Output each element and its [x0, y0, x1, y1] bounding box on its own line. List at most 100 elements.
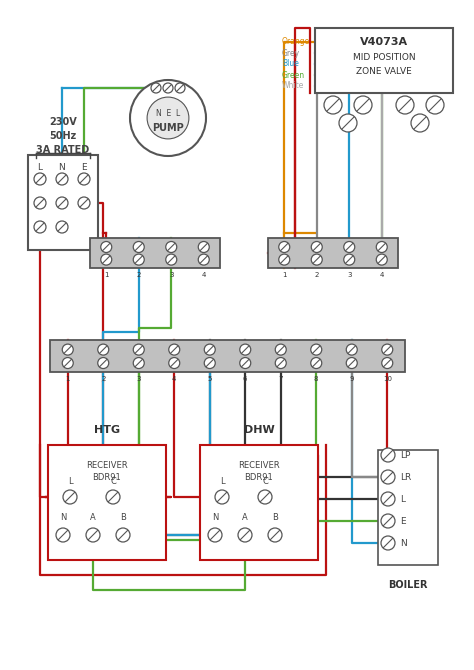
Text: Green: Green [282, 70, 305, 80]
Circle shape [324, 96, 342, 114]
Text: L: L [37, 163, 43, 172]
Text: 50Hz: 50Hz [49, 131, 77, 141]
Circle shape [78, 173, 90, 185]
Circle shape [56, 528, 70, 542]
Circle shape [101, 254, 112, 265]
Circle shape [198, 241, 209, 253]
Text: 9: 9 [349, 376, 354, 382]
Circle shape [346, 344, 357, 355]
Circle shape [133, 254, 144, 265]
Text: LR: LR [400, 472, 411, 482]
Text: E: E [400, 517, 406, 525]
Text: A: A [90, 513, 96, 522]
Circle shape [376, 241, 387, 253]
Text: Grey: Grey [282, 48, 300, 58]
Text: 3: 3 [347, 272, 352, 278]
Text: N: N [60, 513, 66, 522]
Text: DHW: DHW [244, 425, 274, 435]
Text: 7: 7 [279, 376, 283, 382]
Circle shape [311, 254, 322, 265]
Circle shape [133, 358, 144, 369]
Circle shape [311, 358, 322, 369]
Circle shape [56, 173, 68, 185]
Text: C: C [110, 477, 116, 486]
Text: B: B [120, 513, 126, 522]
Text: 4: 4 [172, 376, 176, 382]
Circle shape [133, 241, 144, 253]
Text: BDR91: BDR91 [92, 474, 121, 482]
Text: E: E [81, 163, 87, 172]
Text: 2: 2 [101, 376, 105, 382]
Text: A: A [242, 513, 248, 522]
Circle shape [346, 358, 357, 369]
Text: 3: 3 [169, 272, 173, 278]
Bar [200, 445, 318, 560]
Circle shape [381, 536, 395, 550]
Text: 10: 10 [383, 376, 392, 382]
Circle shape [381, 492, 395, 506]
Text: 230V: 230V [49, 117, 77, 127]
Bar [315, 28, 453, 93]
Circle shape [62, 344, 73, 355]
Circle shape [166, 254, 177, 265]
Circle shape [275, 358, 286, 369]
Circle shape [275, 344, 286, 355]
Circle shape [382, 358, 393, 369]
Circle shape [238, 528, 252, 542]
Text: HTG: HTG [94, 425, 120, 435]
Text: 6: 6 [243, 376, 247, 382]
Text: Blue: Blue [282, 60, 299, 68]
Circle shape [208, 528, 222, 542]
Circle shape [116, 528, 130, 542]
Text: Orange: Orange [282, 38, 310, 46]
Text: 2: 2 [137, 272, 141, 278]
Circle shape [258, 490, 272, 504]
Circle shape [34, 197, 46, 209]
Text: N  E  L: N E L [156, 109, 180, 119]
Circle shape [382, 344, 393, 355]
Circle shape [78, 197, 90, 209]
Text: LP: LP [400, 450, 410, 460]
Circle shape [101, 241, 112, 253]
Circle shape [204, 344, 215, 355]
Circle shape [240, 358, 251, 369]
Text: 5: 5 [208, 376, 212, 382]
Circle shape [381, 470, 395, 484]
Circle shape [169, 344, 180, 355]
Circle shape [279, 254, 290, 265]
Text: C: C [262, 477, 268, 486]
Bar [268, 238, 398, 268]
Circle shape [133, 344, 144, 355]
Text: White: White [282, 82, 304, 90]
Circle shape [344, 241, 355, 253]
Circle shape [311, 344, 322, 355]
Circle shape [151, 83, 161, 93]
Circle shape [63, 490, 77, 504]
Circle shape [396, 96, 414, 114]
Circle shape [163, 83, 173, 93]
Circle shape [106, 490, 120, 504]
Circle shape [339, 114, 357, 132]
Circle shape [381, 514, 395, 528]
Circle shape [130, 80, 206, 156]
Circle shape [147, 97, 189, 139]
Circle shape [198, 254, 209, 265]
Circle shape [279, 241, 290, 253]
Text: RECEIVER: RECEIVER [238, 460, 280, 470]
Circle shape [166, 241, 177, 253]
Circle shape [411, 114, 429, 132]
Text: N: N [400, 539, 407, 547]
Text: N: N [59, 163, 65, 172]
Bar [378, 450, 438, 565]
Text: ZONE VALVE: ZONE VALVE [356, 68, 412, 76]
Text: 1: 1 [65, 376, 70, 382]
Circle shape [376, 254, 387, 265]
Text: 3: 3 [137, 376, 141, 382]
Circle shape [34, 221, 46, 233]
Bar [50, 340, 405, 372]
Text: L: L [68, 477, 73, 486]
Text: V4073A: V4073A [360, 37, 408, 47]
Circle shape [268, 528, 282, 542]
Text: N: N [212, 513, 218, 522]
Circle shape [98, 358, 109, 369]
